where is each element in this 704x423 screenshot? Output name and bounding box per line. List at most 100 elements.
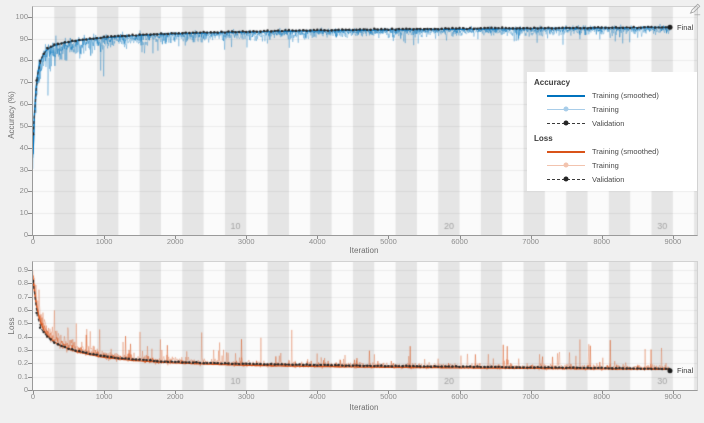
tick-mark	[104, 391, 105, 394]
loss-x-tick-label: 4000	[309, 392, 326, 401]
tick-mark	[28, 235, 32, 236]
plot-legend: Accuracy Training (smoothed) Training Va…	[527, 72, 697, 191]
legend-item-loss-training: Training	[527, 158, 697, 172]
legend-section-title-accuracy: Accuracy	[534, 78, 571, 87]
tick-mark	[531, 236, 532, 239]
accuracy-x-tick-label: 8000	[593, 237, 611, 246]
accuracy-y-tick-label: 60	[19, 99, 28, 108]
loss-x-tick-label: 9000	[664, 392, 682, 401]
legend-item-accuracy-training: Training	[527, 102, 697, 116]
legend-item-loss-validation: Validation	[527, 172, 697, 186]
accuracy-y-tick-label: 70	[19, 77, 28, 86]
tick-mark	[317, 391, 318, 394]
tick-mark	[673, 236, 674, 239]
loss-x-tick-label: 2000	[166, 392, 184, 401]
accuracy-x-tick-label: 9000	[664, 237, 682, 246]
legend-item-loss-training-smoothed: Training (smoothed)	[527, 144, 697, 158]
accuracy-y-tick-label: 90	[19, 34, 28, 43]
legend-dashed-marker-sample	[547, 176, 585, 183]
legend-item-accuracy-training-smoothed: Training (smoothed)	[527, 88, 697, 102]
accuracy-x-tick-label: 6000	[451, 237, 468, 246]
tick-mark	[28, 191, 32, 192]
tick-mark	[28, 213, 32, 214]
tick-mark	[317, 236, 318, 239]
tick-mark	[104, 236, 105, 239]
tick-mark	[28, 283, 32, 284]
loss-x-tick-label: 8000	[593, 392, 611, 401]
loss-y-tick-label: 0	[23, 385, 28, 394]
tick-mark	[28, 270, 32, 271]
loss-y-tick-label: 0.2	[17, 358, 28, 367]
accuracy-x-tick-label: 2000	[166, 237, 184, 246]
tick-mark	[175, 236, 176, 239]
tick-mark	[175, 391, 176, 394]
tick-mark	[28, 297, 32, 298]
loss-x-tick-label: 5000	[380, 392, 397, 401]
loss-x-tick-label: 6000	[451, 392, 468, 401]
loss-x-tick-label: 7000	[522, 392, 539, 401]
legend-section-title-loss: Loss	[534, 134, 553, 143]
loss-y-tick-label: 0.3	[17, 345, 28, 354]
tick-mark	[602, 391, 603, 394]
legend-item-accuracy-validation: Validation	[527, 116, 697, 130]
loss-final-label: Final	[677, 366, 694, 375]
tick-mark	[602, 236, 603, 239]
tick-mark	[28, 104, 32, 105]
loss-y-tick-label: 0.5	[17, 318, 28, 327]
legend-line-sample	[547, 92, 585, 99]
tick-mark	[28, 337, 32, 338]
tick-mark	[28, 60, 32, 61]
tick-mark	[28, 323, 32, 324]
accuracy-y-tick-label: 80	[19, 55, 28, 64]
tick-mark	[460, 391, 461, 394]
tick-mark	[33, 391, 34, 394]
accuracy-y-tick-label: 10	[19, 208, 28, 217]
brush-edit-icon[interactable]	[688, 3, 701, 16]
tick-mark	[388, 236, 389, 239]
loss-x-axis-label: Iteration	[349, 403, 379, 412]
accuracy-x-tick-label: 1000	[95, 237, 113, 246]
tick-mark	[460, 236, 461, 239]
loss-x-tick-label: 0	[30, 392, 36, 401]
loss-y-tick-label: 0.8	[17, 278, 28, 287]
loss-x-tick-label: 3000	[237, 392, 255, 401]
tick-mark	[28, 82, 32, 83]
tick-mark	[33, 236, 34, 239]
loss-y-tick-label: 0.1	[17, 372, 28, 381]
tick-mark	[28, 363, 32, 364]
loss-y-tick-label: 0.6	[17, 305, 28, 314]
accuracy-x-tick-label: 5000	[380, 237, 397, 246]
accuracy-y-tick-label: 20	[19, 186, 28, 195]
legend-line-marker-sample	[547, 106, 585, 113]
accuracy-y-tick-label: 0	[23, 230, 28, 239]
tick-mark	[28, 17, 32, 18]
accuracy-x-tick-label: 0	[30, 237, 36, 246]
accuracy-x-tick-label: 3000	[237, 237, 255, 246]
tick-mark	[531, 391, 532, 394]
loss-axes	[32, 261, 698, 391]
accuracy-y-tick-label: 30	[19, 165, 28, 174]
tick-mark	[388, 391, 389, 394]
tick-mark	[28, 39, 32, 40]
tick-mark	[28, 377, 32, 378]
accuracy-final-label: Final	[677, 23, 694, 32]
tick-mark	[28, 170, 32, 171]
accuracy-y-axis-label: Accuracy (%)	[7, 91, 16, 139]
tick-mark	[246, 391, 247, 394]
tick-mark	[28, 126, 32, 127]
loss-y-tick-label: 0.7	[17, 292, 28, 301]
legend-line-sample	[547, 148, 585, 155]
legend-line-marker-sample	[547, 162, 585, 169]
accuracy-y-tick-label: 40	[19, 143, 28, 152]
tick-mark	[246, 236, 247, 239]
tick-mark	[28, 390, 32, 391]
accuracy-x-tick-label: 7000	[522, 237, 539, 246]
tick-mark	[28, 350, 32, 351]
legend-dashed-marker-sample	[547, 120, 585, 127]
loss-x-tick-label: 1000	[95, 392, 113, 401]
loss-y-tick-label: 0.4	[17, 332, 28, 341]
tick-mark	[673, 391, 674, 394]
accuracy-y-tick-label: 100	[15, 12, 28, 21]
tick-mark	[28, 310, 32, 311]
